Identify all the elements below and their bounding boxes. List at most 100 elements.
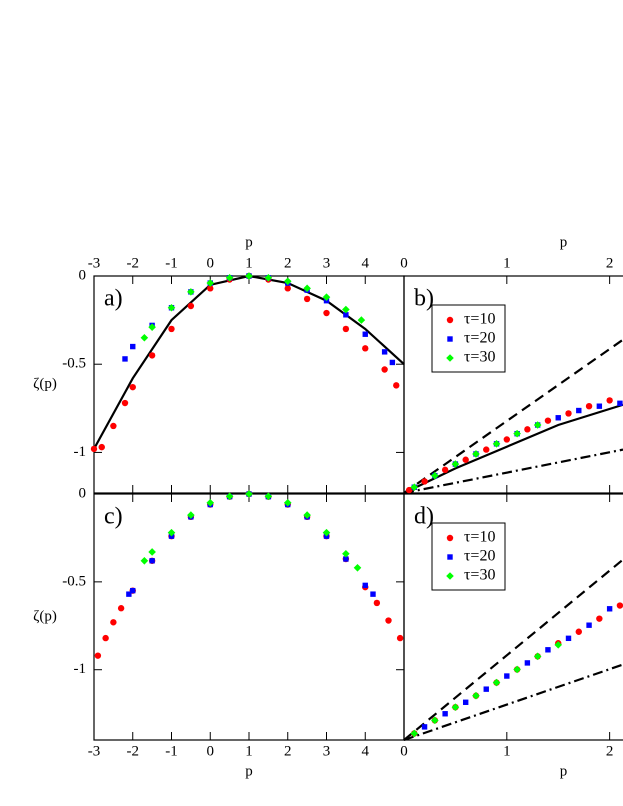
point [102,634,109,642]
point [462,699,469,705]
panel-label: b) [414,286,434,312]
point [206,279,215,287]
point [381,349,388,355]
point [207,285,214,292]
point [596,403,603,409]
point [167,303,176,312]
point [122,356,128,362]
plot-frame [403,493,623,741]
y-tick-label: 0 [79,485,87,501]
point [225,273,234,282]
point [472,450,480,458]
panel-label: a) [104,286,123,312]
curve [403,663,623,742]
point [130,587,136,594]
point [322,528,331,537]
x-tick-label: -3 [88,743,101,759]
curve [93,274,405,450]
point [206,498,215,507]
x-tick-label: 3 [323,743,331,759]
point [303,284,311,293]
point [342,549,350,558]
legend-box [431,304,506,373]
y-tick-label: -0.5 [62,356,86,372]
x-axis-label: p [245,234,253,250]
point [410,483,419,492]
point [110,619,117,626]
point [245,490,253,498]
point [389,359,396,366]
point [431,471,439,480]
point [545,647,551,653]
point [533,652,542,661]
point [393,382,400,389]
point [606,397,613,404]
point [126,591,132,597]
y-tick-label: -0.5 [62,573,86,589]
point [117,605,125,612]
point [342,325,350,333]
point [373,599,381,607]
point [410,729,419,738]
point [323,309,330,317]
x-tick-label: 2 [284,743,292,759]
point [492,440,501,448]
legend-marker [447,336,453,342]
point [524,426,531,433]
legend-marker [446,354,454,362]
point [504,673,510,679]
panel-label: d) [414,504,434,530]
point [483,686,489,692]
legend-marker [446,534,454,542]
point [606,606,613,612]
x-tick-label: 0 [400,743,408,759]
x-tick-label: 0 [400,255,408,271]
legend-label: τ=10 [464,529,495,546]
y-tick-label: -1 [74,444,87,460]
legend-marker [447,554,453,560]
point [140,333,149,342]
plot-frame [93,493,405,741]
y-axis-label: ζ(p) [33,608,57,624]
point [503,436,511,443]
point [167,528,176,537]
point [284,285,291,292]
x-tick-label: 0 [207,743,215,759]
point [362,345,369,352]
point [513,665,521,674]
point [533,421,542,429]
x-tick-label: 2 [606,255,614,271]
point [462,456,469,463]
point [130,343,136,350]
point [168,325,175,333]
point [98,443,105,451]
y-tick-label: 0 [79,267,87,283]
point [524,660,531,666]
point [483,446,490,453]
point [441,466,449,474]
curve [403,403,623,494]
point [264,273,273,282]
x-tick-label: 1 [503,743,511,759]
legend-label: τ=20 [464,548,495,565]
point [343,556,349,562]
point [385,617,392,624]
point [381,366,388,373]
legend-label: τ=30 [464,567,495,584]
point [586,622,592,628]
point [396,634,404,642]
x-tick-label: 1 [245,255,253,271]
curve [403,338,623,494]
point [149,558,155,564]
point [421,724,428,730]
point [353,564,362,572]
point [370,591,376,597]
y-axis-label: ζ(p) [33,376,57,392]
point [472,691,480,700]
legend-label: τ=30 [464,349,495,366]
curve [403,448,623,495]
point [148,548,156,556]
point [585,403,593,410]
point [187,288,195,296]
